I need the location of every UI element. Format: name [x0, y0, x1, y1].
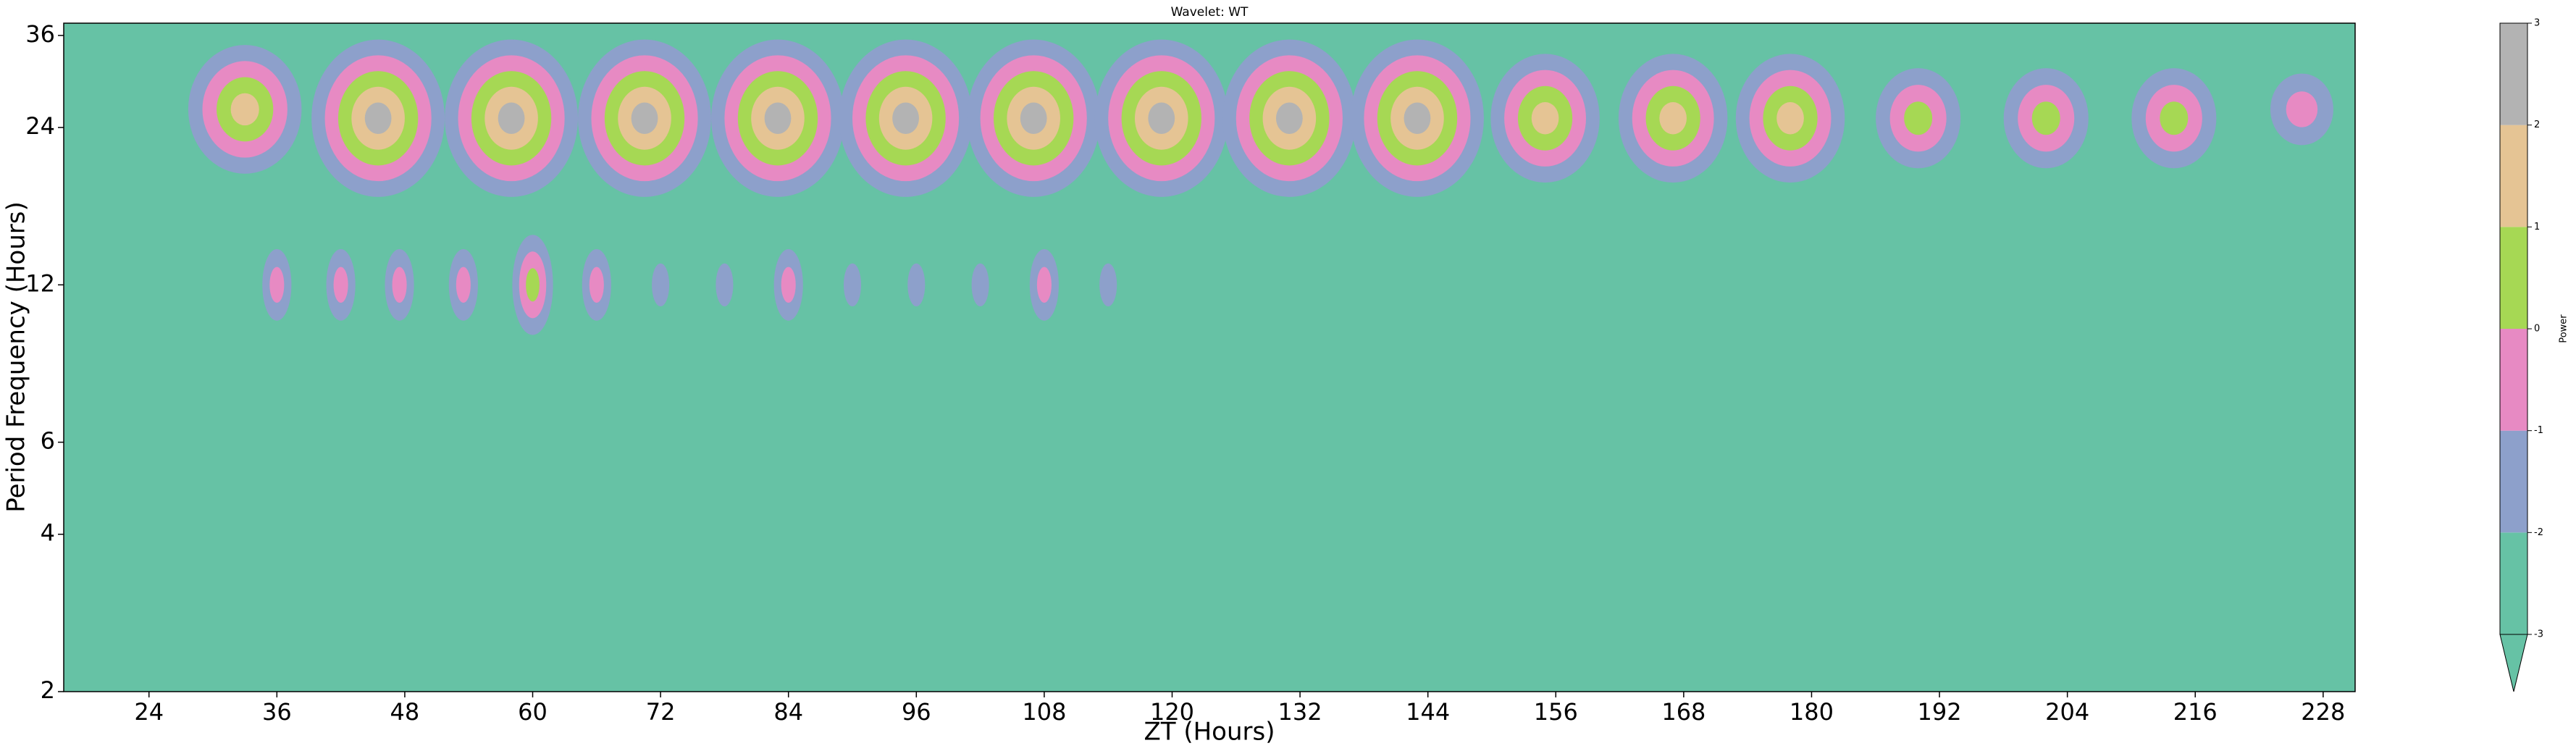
colorbar-segment: [2500, 430, 2527, 533]
colorbar-tick-label: 1: [2534, 222, 2540, 232]
contour-region: [971, 263, 989, 306]
contour-region: [907, 263, 926, 306]
x-tick-label: 180: [1790, 698, 1834, 726]
colorbar-tick-label: -1: [2534, 425, 2543, 436]
contour-region: [1099, 263, 1117, 306]
colorbar-tick-label: 0: [2534, 324, 2540, 335]
x-tick-label: 72: [646, 698, 676, 726]
contour-region: [1904, 101, 1933, 135]
contour-region: [781, 267, 796, 303]
contour-region: [1275, 102, 1303, 134]
x-tick-label: 48: [390, 698, 420, 726]
x-tick-label: 228: [2301, 698, 2345, 726]
contour-region: [764, 102, 792, 134]
contour-region: [2286, 91, 2318, 127]
y-tick-label: 12: [25, 269, 55, 297]
y-tick-label: 24: [25, 112, 55, 140]
x-tick-label: 156: [1534, 698, 1578, 726]
contour-region: [2160, 101, 2189, 135]
colorbar-tick-label: -2: [2534, 527, 2543, 538]
colorbar-extend: [2499, 634, 2528, 692]
y-tick-label: 6: [41, 427, 55, 455]
chart-title: Wavelet: WT: [1171, 5, 1249, 20]
contour-region: [1659, 102, 1687, 135]
colorbar-segment: [2500, 227, 2527, 329]
x-tick-label: 36: [262, 698, 292, 726]
x-tick-label: 108: [1022, 698, 1066, 726]
contour-region: [498, 102, 525, 134]
x-tick-label: 192: [1918, 698, 1962, 726]
contour-region: [631, 102, 658, 134]
x-tick-label: 120: [1150, 698, 1194, 726]
contour-region: [364, 102, 392, 134]
x-tick-label: 216: [2173, 698, 2218, 726]
x-tick-label: 84: [773, 698, 803, 726]
colorbar-tick-label: -3: [2534, 629, 2543, 640]
x-tick-label: 204: [2045, 698, 2089, 726]
x-tick-label: 24: [134, 698, 164, 726]
y-tick-label: 4: [41, 519, 55, 547]
x-tick-label: 60: [518, 698, 547, 726]
contour-region: [1531, 102, 1559, 135]
contour-region: [1148, 102, 1175, 134]
contour-region: [1404, 102, 1431, 134]
x-tick-label: 144: [1406, 698, 1450, 726]
contour-region: [1776, 102, 1804, 135]
y-tick-label: 2: [41, 676, 55, 704]
contour-region: [716, 263, 734, 306]
plot-area: [64, 23, 2355, 692]
contour-region: [843, 263, 862, 306]
x-tick-label: 132: [1278, 698, 1322, 726]
contour-region: [1036, 267, 1052, 303]
colorbar-segment: [2500, 329, 2527, 431]
contour-region: [589, 267, 604, 303]
colorbar-label: Power: [2559, 314, 2569, 343]
contour-region: [230, 93, 259, 126]
colorbar-tick-label: 2: [2534, 119, 2540, 130]
contour-region: [526, 268, 540, 302]
y-axis-label: Period Frequency (Hours): [2, 201, 31, 512]
contour-region: [892, 102, 919, 134]
x-tick-label: 168: [1661, 698, 1706, 726]
contour-region: [652, 263, 670, 306]
y-tick-label: 36: [25, 20, 55, 48]
contour-region: [456, 267, 471, 303]
contour-region: [1020, 102, 1047, 134]
contour-region: [333, 267, 348, 303]
x-tick-label: 96: [902, 698, 931, 726]
contour-region: [2031, 101, 2060, 135]
contour-region: [269, 267, 285, 303]
colorbar-segment: [2500, 532, 2527, 634]
colorbar-segment: [2500, 125, 2527, 227]
plot-frame: [63, 22, 2356, 692]
colorbar-tick-label: 3: [2534, 18, 2540, 29]
contour-region: [392, 267, 407, 303]
colorbar-segment: [2500, 23, 2527, 125]
x-axis-label: ZT (Hours): [1144, 718, 1275, 747]
